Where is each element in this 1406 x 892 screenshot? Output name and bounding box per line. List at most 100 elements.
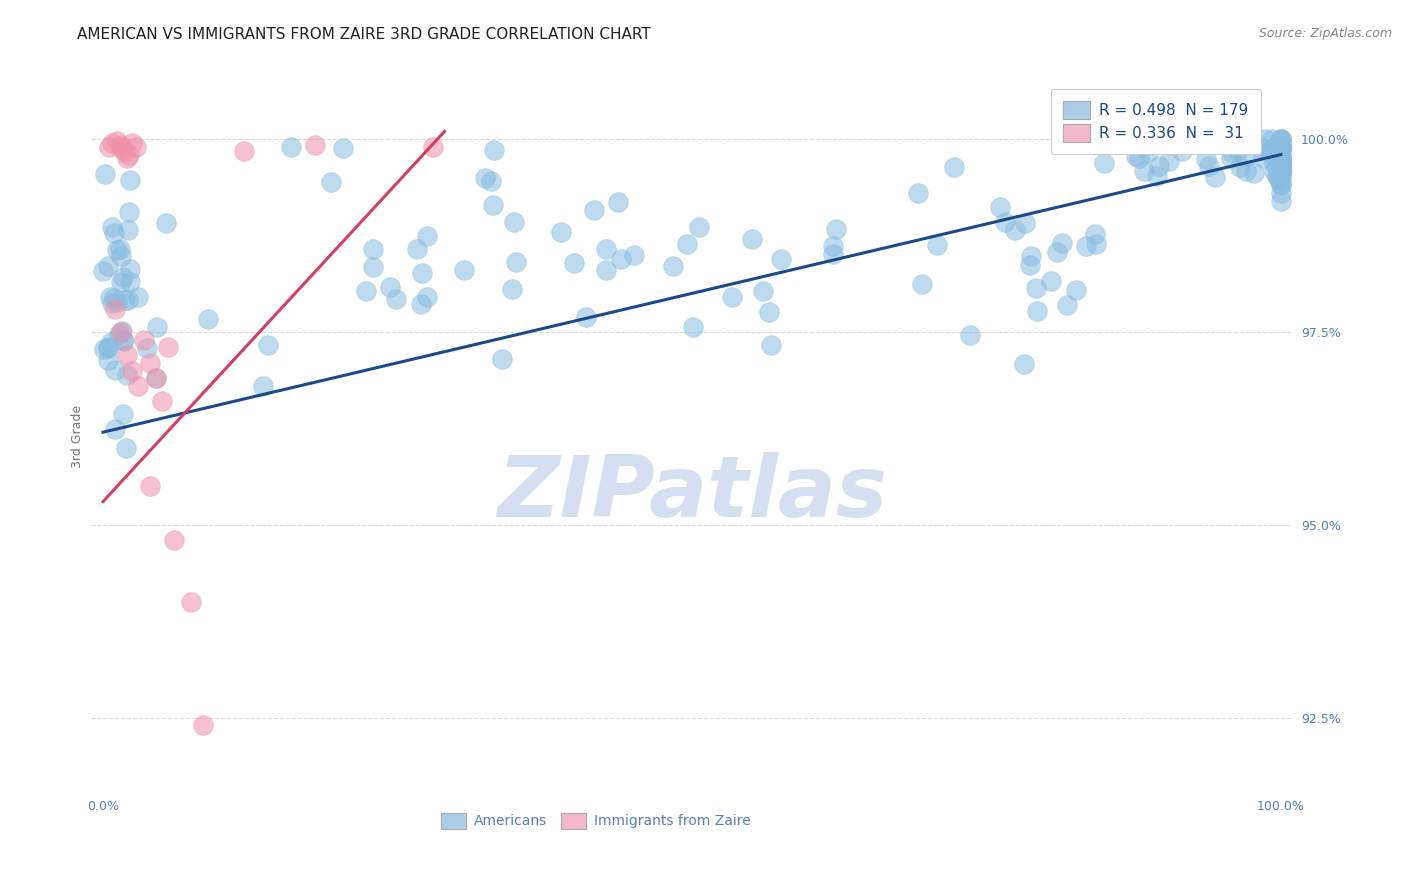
- Point: [385, 292, 408, 306]
- Point: [1233, 150, 1256, 164]
- Point: [1092, 156, 1115, 170]
- Point: [1220, 151, 1243, 165]
- Point: [1270, 139, 1292, 153]
- Point: [1198, 159, 1220, 173]
- Point: [1270, 140, 1292, 154]
- Point: [1085, 236, 1108, 251]
- Point: [97, 353, 120, 368]
- Point: [1226, 143, 1249, 157]
- Point: [1260, 142, 1282, 156]
- Point: [1026, 304, 1049, 318]
- Point: [107, 326, 129, 341]
- Point: [1270, 157, 1292, 171]
- Point: [1270, 186, 1292, 201]
- Legend: Americans, Immigrants from Zaire: Americans, Immigrants from Zaire: [434, 807, 756, 834]
- Point: [98, 289, 121, 303]
- Point: [1254, 132, 1277, 146]
- Point: [93, 342, 115, 356]
- Point: [610, 252, 633, 266]
- Point: [363, 260, 385, 274]
- Point: [1270, 155, 1292, 169]
- Point: [1004, 222, 1026, 236]
- Point: [150, 394, 173, 409]
- Point: [361, 242, 384, 256]
- Point: [1025, 281, 1047, 295]
- Point: [1147, 159, 1170, 173]
- Point: [474, 170, 496, 185]
- Point: [1270, 132, 1292, 146]
- Point: [115, 441, 138, 455]
- Point: [111, 334, 134, 348]
- Point: [1270, 161, 1292, 176]
- Point: [118, 261, 141, 276]
- Point: [110, 137, 132, 152]
- Point: [1251, 141, 1274, 155]
- Point: [823, 247, 845, 261]
- Point: [911, 277, 934, 291]
- Point: [595, 243, 617, 257]
- Point: [422, 140, 444, 154]
- Point: [180, 595, 202, 609]
- Point: [101, 296, 124, 310]
- Point: [1019, 258, 1042, 272]
- Point: [378, 280, 401, 294]
- Point: [1270, 163, 1292, 178]
- Point: [101, 219, 124, 234]
- Point: [1270, 178, 1292, 192]
- Point: [354, 284, 377, 298]
- Point: [1270, 150, 1292, 164]
- Point: [252, 379, 274, 393]
- Point: [575, 310, 598, 324]
- Point: [1204, 169, 1226, 184]
- Point: [1157, 154, 1180, 169]
- Point: [125, 140, 148, 154]
- Point: [105, 243, 128, 257]
- Point: [256, 337, 278, 351]
- Point: [134, 333, 156, 347]
- Point: [1265, 159, 1288, 173]
- Point: [117, 223, 139, 237]
- Point: [988, 200, 1011, 214]
- Point: [623, 248, 645, 262]
- Point: [416, 229, 439, 244]
- Point: [1084, 227, 1107, 242]
- Point: [501, 282, 523, 296]
- Point: [453, 263, 475, 277]
- Point: [1146, 169, 1168, 183]
- Point: [115, 348, 138, 362]
- Point: [1270, 156, 1292, 170]
- Point: [197, 311, 219, 326]
- Point: [994, 215, 1017, 229]
- Point: [1046, 244, 1069, 259]
- Point: [769, 252, 792, 266]
- Point: [114, 293, 136, 307]
- Point: [1270, 174, 1292, 188]
- Point: [136, 341, 159, 355]
- Point: [91, 264, 114, 278]
- Point: [1270, 161, 1292, 175]
- Point: [1195, 153, 1218, 167]
- Point: [1270, 166, 1292, 180]
- Point: [1064, 283, 1087, 297]
- Point: [1050, 235, 1073, 250]
- Point: [409, 297, 432, 311]
- Point: [1270, 165, 1292, 179]
- Point: [1263, 156, 1285, 170]
- Point: [101, 136, 124, 150]
- Point: [97, 140, 120, 154]
- Point: [115, 152, 138, 166]
- Point: [280, 140, 302, 154]
- Point: [1019, 249, 1042, 263]
- Point: [1251, 151, 1274, 165]
- Point: [824, 221, 846, 235]
- Point: [721, 290, 744, 304]
- Point: [162, 533, 184, 548]
- Point: [1243, 166, 1265, 180]
- Point: [682, 319, 704, 334]
- Point: [741, 232, 763, 246]
- Point: [145, 371, 167, 385]
- Point: [121, 363, 143, 377]
- Point: [105, 134, 128, 148]
- Point: [1171, 144, 1194, 158]
- Point: [550, 225, 572, 239]
